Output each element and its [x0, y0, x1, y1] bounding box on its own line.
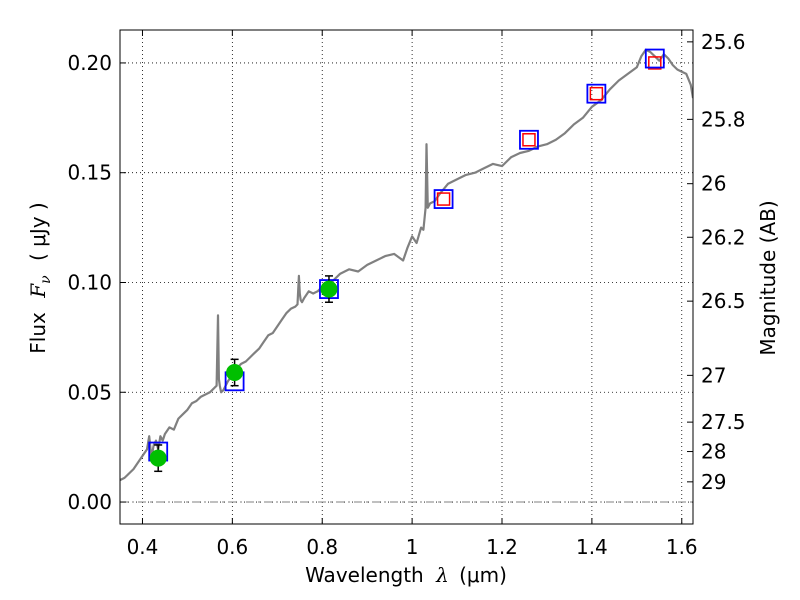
y-tick-label: 0.00	[67, 490, 112, 514]
x-tick-label: 1	[406, 535, 419, 559]
model-photometry-box	[586, 83, 607, 104]
y-tick-label: 0.20	[67, 51, 112, 75]
model-photometry-box	[519, 129, 539, 150]
predicted-photometry-box	[589, 86, 604, 101]
y2-tick-label: 26.2	[701, 225, 746, 249]
observed-photometry-point	[226, 364, 244, 382]
observed-photometry-point	[320, 280, 338, 298]
x-tick-label: 0.4	[127, 535, 159, 559]
plot-frame	[119, 29, 694, 525]
predicted-photometry-box	[522, 133, 536, 147]
predicted-photometry-box	[436, 192, 451, 206]
series-layer	[120, 48, 693, 482]
y2-tick-label: 27	[701, 363, 726, 387]
model-photometry-box	[644, 48, 665, 69]
x-tick-label: 0.8	[306, 535, 338, 559]
x-tick-label: 1.2	[486, 535, 518, 559]
observed-photometry-point	[149, 449, 167, 467]
x-tick-label: 1.4	[576, 535, 608, 559]
y2-tick-label: 28	[701, 440, 726, 464]
y-tick-label: 0.15	[67, 161, 112, 185]
y2-tick-label: 25.6	[701, 30, 746, 54]
y-tick-label: 0.05	[67, 380, 112, 404]
plot-background	[120, 30, 693, 524]
y2-tick-label: 27.5	[701, 410, 746, 434]
y2-tick-label: 26.5	[701, 289, 746, 313]
y2-tick-label: 25.8	[701, 107, 746, 131]
y-axis-label: Flux Fν ( μJy )	[26, 202, 55, 353]
x-axis: 0.4 0.6 0.8 1 1.2 1.4 1.6	[127, 30, 698, 559]
y2-axis: 25.6 25.8 26 26.2 26.5 27 27.5 28 29	[687, 30, 746, 494]
y2-tick-label: 26	[701, 172, 726, 196]
model-spectrum-line	[120, 48, 693, 482]
y2-tick-label: 29	[701, 470, 726, 494]
x-tick-label: 0.6	[216, 535, 248, 559]
y-tick-label: 0.10	[67, 270, 112, 294]
y-axis: 0.00 0.05 0.10 0.15 0.20	[67, 51, 126, 514]
predicted-photometry-box	[648, 56, 662, 70]
x-axis-label: Wavelength λ (μm)	[305, 563, 507, 587]
y2-axis-label: Magnitude (AB)	[756, 200, 780, 355]
x-tick-label: 1.6	[666, 535, 698, 559]
model-photometry-box	[433, 189, 454, 209]
